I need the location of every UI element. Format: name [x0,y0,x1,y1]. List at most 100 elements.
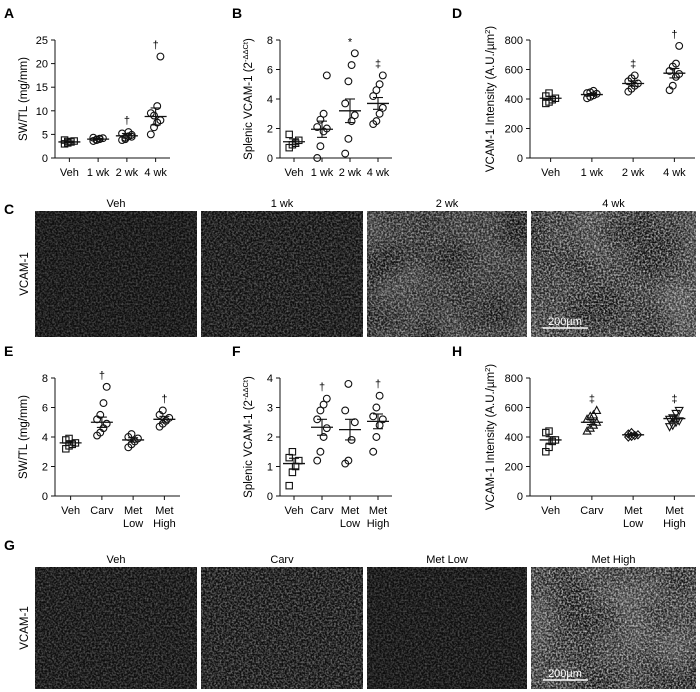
y-axis-label-close: ) [485,364,497,368]
micrograph-image [35,211,197,337]
x-tick-label: 1 wk [311,167,334,179]
x-tick-label: 2 wk [622,167,645,179]
chart-panel-h: H 0 200 400 600 800 VCAM-1 Intensity (A.U./µm2… [452,343,695,530]
significance-marker: † [161,393,167,405]
micrograph-condition-label: 4 wk [602,198,625,210]
data-point [288,447,297,456]
data-point [347,117,356,126]
significance-marker: † [124,115,130,127]
data-point [319,400,328,409]
y-tick-label: 0 [267,153,273,165]
data-point [313,123,322,131]
data-point [369,447,378,456]
y-tick-label: 0 [517,153,523,165]
data-point [156,52,165,61]
micrograph-image [367,211,527,337]
data-point [675,69,684,78]
micrograph-row-label: VCAM-1 [19,606,31,649]
data-point [316,406,325,415]
data-point [623,429,633,439]
y-axis-label-main: VCAM-1 Intensity (A.U./µm [485,34,497,172]
x-tick-label: High [663,518,686,530]
data-point [375,109,384,118]
y-tick-label: 25 [36,35,48,47]
significance-marker: ‡ [671,393,677,405]
y-tick-label: 0 [267,491,273,503]
data-point [102,382,111,391]
data-point [295,136,303,145]
data-point [285,130,293,139]
data-point [65,434,73,443]
data-point [313,154,322,162]
panel-letter: H [452,343,462,359]
y-tick-label: 3 [267,403,273,415]
chart-panel-b: B 0 2 4 6 8 Splenic VCAM-1 (2-ΔΔCt) Veh 1 wk 2 wk… [232,5,392,179]
y-tick-label: 400 [505,432,523,444]
micrograph-image: 200µm [531,211,696,337]
micrograph-speckle [35,211,197,337]
y-axis-label-close: ) [485,26,497,30]
x-tick-label: Low [123,518,143,530]
y-axis-label: SW/TL (mg/mm) [18,57,30,141]
data-point [350,418,359,427]
panel-letter: A [4,5,14,21]
micrograph-speckle [201,567,363,689]
data-point [322,124,331,133]
x-tick-label: Met [155,505,173,517]
data-point [319,433,328,441]
data-point [344,77,353,86]
micrograph-condition-label: Veh [107,554,126,566]
data-point [96,410,105,419]
data-point [369,92,378,101]
y-axis-label-main: VCAM-1 Intensity (A.U./µm [485,372,497,510]
y-tick-label: 6 [42,403,48,415]
y-tick-label: 4 [42,432,48,444]
y-tick-label: 800 [505,373,523,385]
x-tick-label: Carv [90,505,114,517]
y-tick-label: 600 [505,65,523,77]
data-point [150,111,158,120]
panel-letter: D [452,5,462,21]
data-point [372,433,381,441]
panel-letter: F [232,343,241,359]
chart-panel-a: A 0 5 10 15 20 25 SW/TL (mg/mm) Veh 1 wk 2 wk † 4 wk… [4,5,170,179]
micrograph-image [35,567,197,689]
y-tick-label: 8 [267,35,273,47]
x-tick-label: Veh [285,505,304,517]
scale-bar-label: 200µm [548,316,582,328]
x-tick-label: Met [124,505,142,517]
data-point [347,61,356,70]
y-axis-label: VCAM-1 Intensity (A.U./µm2) [483,26,497,172]
x-tick-label: High [153,518,176,530]
x-tick-label: 4 wk [144,167,167,179]
y-tick-label: 2 [267,124,273,136]
significance-marker: † [375,379,381,391]
significance-marker: † [99,370,105,382]
data-point [668,81,677,90]
y-axis-label-sup: -ΔΔCt [241,41,250,62]
panel-letter: G [4,537,15,553]
y-axis-label-main: Splenic VCAM-1 (2 [243,62,255,160]
significance-marker: ‡ [589,393,595,405]
data-point [585,422,595,432]
y-axis-label-main: Splenic VCAM-1 (2 [243,400,255,498]
x-tick-label: 2 wk [116,167,139,179]
data-point [316,115,325,124]
micrograph-image [201,567,363,689]
data-point [322,394,331,403]
panel-letter: E [4,343,13,359]
panel-letter: B [232,5,242,21]
data-point [630,71,639,80]
y-tick-label: 4 [267,373,273,385]
micrograph-condition-label: Met Low [426,554,468,566]
micrograph-speckle [367,567,527,689]
x-tick-label: Veh [61,505,80,517]
data-point [158,406,167,415]
x-tick-label: Met [624,505,642,517]
micrograph-image [201,211,363,337]
y-axis-label-sup: -ΔΔCt [241,379,250,400]
y-axis-label: VCAM-1 Intensity (A.U./µm2) [483,364,497,510]
